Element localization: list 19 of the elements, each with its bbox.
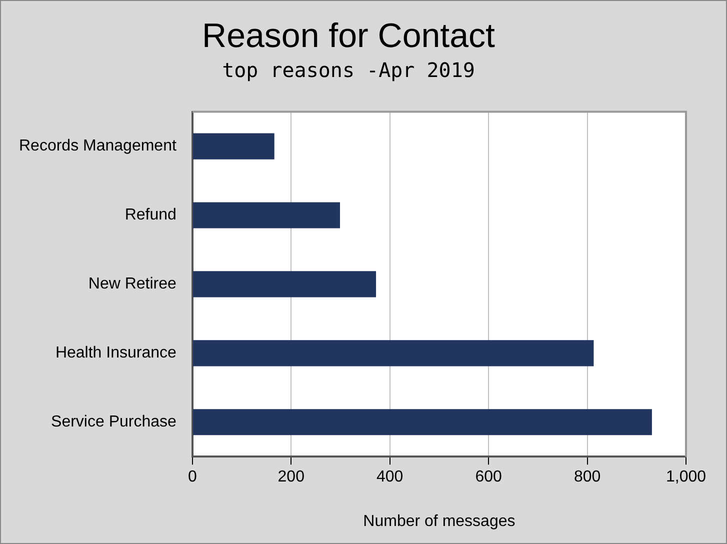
bar <box>192 409 652 436</box>
x-tick-label: 1,000 <box>666 468 706 486</box>
y-tick-label: Service Purchase <box>51 414 177 431</box>
y-tick-label: New Retiree <box>88 276 177 293</box>
x-axis-title: Number of messages <box>363 512 516 530</box>
chart-title: Reason for Contact <box>202 16 496 55</box>
x-tick-label: 600 <box>475 468 502 486</box>
chart-subtitle: top reasons -Apr 2019 <box>222 58 475 82</box>
y-tick-label: Refund <box>124 206 176 224</box>
y-tick-label: Health Insurance <box>55 344 177 362</box>
y-tick-label: Records Management <box>18 138 177 155</box>
x-tick-label: 400 <box>376 468 404 486</box>
x-tick-label: 800 <box>574 468 601 486</box>
x-tick-label: 0 <box>188 468 197 486</box>
bar <box>192 202 340 228</box>
bar <box>192 340 594 366</box>
bar <box>192 133 274 160</box>
bar <box>192 271 376 298</box>
x-tick-label: 200 <box>278 468 305 486</box>
